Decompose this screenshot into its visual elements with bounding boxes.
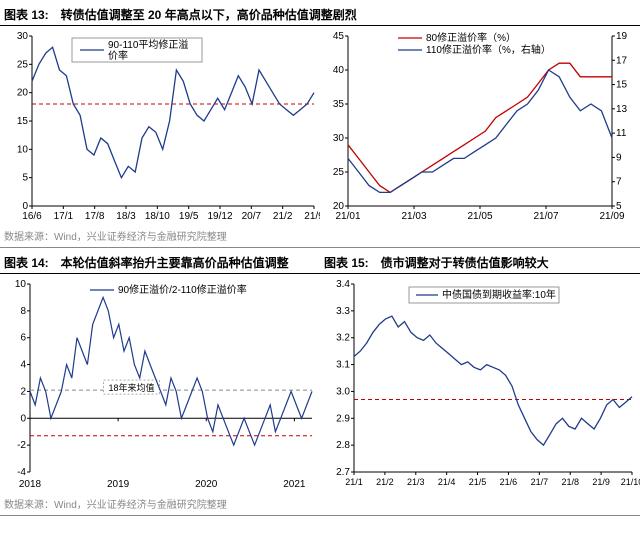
svg-text:21/3: 21/3 — [407, 477, 425, 487]
svg-text:17: 17 — [616, 55, 628, 66]
svg-text:2019: 2019 — [107, 479, 130, 490]
svg-text:21/10: 21/10 — [621, 477, 640, 487]
svg-text:9: 9 — [616, 152, 622, 163]
svg-text:价率: 价率 — [108, 49, 128, 62]
chart15-panel: 2.72.82.93.03.13.23.33.421/121/221/321/4… — [320, 274, 640, 494]
svg-text:30: 30 — [333, 133, 345, 144]
fig13-row: 05101520253016/617/117/818/318/1019/519/… — [0, 26, 640, 226]
svg-text:90修正溢价/2-110修正溢价率: 90修正溢价/2-110修正溢价率 — [118, 283, 247, 296]
svg-text:35: 35 — [333, 99, 345, 110]
fig14-title: 图表 14: 本轮估值斜率抬升主要靠高价品种估值调整 — [0, 248, 320, 273]
svg-text:2020: 2020 — [195, 479, 218, 490]
svg-text:80修正溢价率（%）: 80修正溢价率（%） — [426, 31, 516, 44]
svg-text:中债国债到期收益率:10年: 中债国债到期收益率:10年 — [442, 288, 556, 301]
svg-text:10: 10 — [17, 144, 29, 155]
chart13b-svg: 202530354045579111315171921/0121/0321/05… — [320, 26, 640, 226]
chart13a-svg: 05101520253016/617/117/818/318/1019/519/… — [0, 26, 320, 226]
svg-text:21/2: 21/2 — [273, 211, 293, 222]
svg-text:2.8: 2.8 — [336, 440, 350, 451]
svg-text:21/03: 21/03 — [401, 211, 426, 222]
svg-text:16/6: 16/6 — [22, 211, 42, 222]
svg-text:3.2: 3.2 — [336, 333, 350, 344]
svg-text:5: 5 — [22, 173, 28, 184]
svg-text:40: 40 — [333, 65, 345, 76]
fig14-15-titles: 图表 14: 本轮估值斜率抬升主要靠高价品种估值调整 图表 15: 债市调整对于… — [0, 248, 640, 274]
svg-text:11: 11 — [616, 128, 627, 139]
svg-text:2018: 2018 — [19, 479, 42, 490]
svg-text:-4: -4 — [17, 467, 26, 478]
svg-text:18年来均值: 18年来均值 — [109, 382, 155, 393]
svg-text:15: 15 — [17, 116, 29, 127]
svg-text:90-110平均修正溢: 90-110平均修正溢 — [108, 38, 188, 51]
svg-text:19/5: 19/5 — [179, 211, 199, 222]
fig13-title: 图表 13: 转债估值调整至 20 年高点以下，高价品种估值调整剧烈 — [0, 0, 640, 26]
svg-text:3.0: 3.0 — [336, 386, 350, 397]
svg-text:8: 8 — [20, 306, 26, 317]
svg-text:17/8: 17/8 — [85, 211, 105, 222]
svg-text:21/2: 21/2 — [376, 477, 394, 487]
chart15-svg: 2.72.82.93.03.13.23.33.421/121/221/321/4… — [320, 274, 640, 494]
svg-text:2: 2 — [20, 386, 26, 397]
svg-text:21/9: 21/9 — [304, 211, 320, 222]
svg-text:21/5: 21/5 — [469, 477, 487, 487]
svg-text:21/01: 21/01 — [335, 211, 360, 222]
svg-text:2.9: 2.9 — [336, 413, 350, 424]
fig14-15-row: -4 -2 0 2 4 6 8 10 2018 2019 2020 2021 18年来均值 90修正溢价/… — [0, 274, 640, 494]
svg-text:21/6: 21/6 — [500, 477, 518, 487]
svg-text:20: 20 — [17, 88, 29, 99]
svg-text:30: 30 — [17, 31, 29, 42]
fig14-15-source: 数据来源：Wind，兴业证券经济与金融研究院整理 — [0, 494, 640, 516]
svg-text:0: 0 — [20, 413, 26, 424]
svg-text:110修正溢价率（%，右轴）: 110修正溢价率（%，右轴） — [426, 43, 551, 56]
svg-text:10: 10 — [15, 279, 27, 290]
svg-text:6: 6 — [20, 333, 26, 344]
svg-text:21/4: 21/4 — [438, 477, 456, 487]
svg-text:17/1: 17/1 — [54, 211, 74, 222]
chart14-panel: -4 -2 0 2 4 6 8 10 2018 2019 2020 2021 18年来均值 90修正溢价/… — [0, 274, 320, 494]
chart13b-panel: 202530354045579111315171921/0121/0321/05… — [320, 26, 640, 226]
fig13-source: 数据来源：Wind，兴业证券经济与金融研究院整理 — [0, 226, 640, 248]
svg-text:-2: -2 — [17, 440, 26, 451]
svg-text:25: 25 — [17, 59, 29, 70]
svg-text:21/8: 21/8 — [561, 477, 579, 487]
svg-text:3.3: 3.3 — [336, 306, 350, 317]
svg-text:25: 25 — [333, 167, 345, 178]
svg-text:18/3: 18/3 — [116, 211, 136, 222]
svg-text:15: 15 — [616, 80, 628, 91]
svg-text:19: 19 — [616, 31, 628, 42]
svg-text:7: 7 — [616, 177, 622, 188]
svg-text:19/12: 19/12 — [207, 211, 232, 222]
svg-text:13: 13 — [616, 104, 628, 115]
svg-text:4: 4 — [20, 360, 26, 371]
svg-text:21/7: 21/7 — [531, 477, 549, 487]
svg-text:3.1: 3.1 — [336, 360, 350, 371]
svg-text:45: 45 — [333, 31, 345, 42]
svg-text:21/09: 21/09 — [599, 211, 624, 222]
svg-text:21/9: 21/9 — [592, 477, 610, 487]
chart14-svg: -4 -2 0 2 4 6 8 10 2018 2019 2020 2021 18年来均值 90修正溢价/… — [0, 274, 320, 494]
svg-text:21/05: 21/05 — [467, 211, 492, 222]
svg-text:3.4: 3.4 — [336, 279, 350, 290]
svg-text:21/1: 21/1 — [345, 477, 363, 487]
svg-text:20/7: 20/7 — [242, 211, 262, 222]
fig15-title: 图表 15: 债市调整对于转债估值影响较大 — [320, 248, 640, 273]
svg-text:18/10: 18/10 — [145, 211, 170, 222]
svg-text:2021: 2021 — [283, 479, 306, 490]
chart13a-panel: 05101520253016/617/117/818/318/1019/519/… — [0, 26, 320, 226]
svg-text:21/07: 21/07 — [533, 211, 558, 222]
